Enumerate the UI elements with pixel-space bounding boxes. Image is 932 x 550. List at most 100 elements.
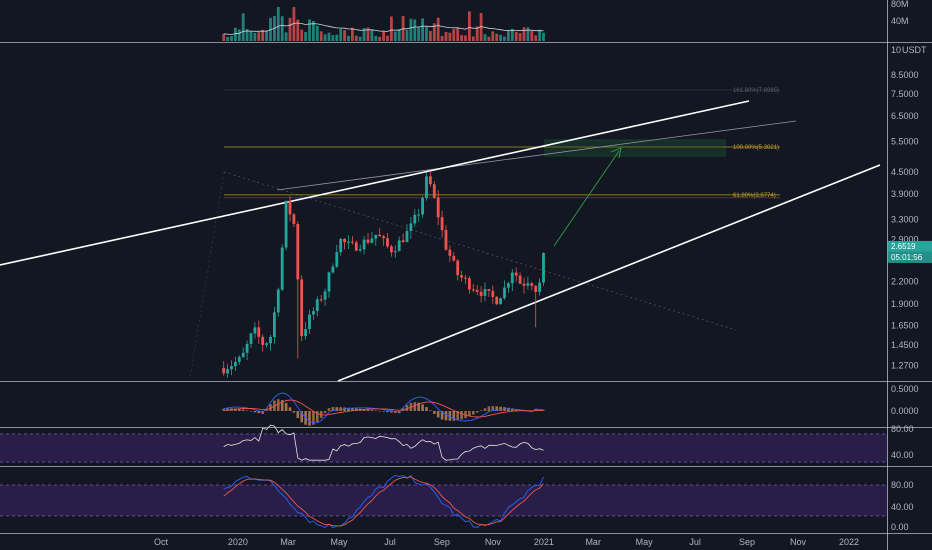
volume-bar [335, 34, 339, 41]
candle-body [276, 289, 280, 313]
volume-bar [280, 16, 284, 41]
candle-body [350, 241, 354, 243]
macd-histogram-bar [335, 407, 339, 411]
macd-histogram-bar [487, 406, 491, 411]
macd-histogram-bar [429, 410, 432, 411]
price-tick-label: 1.2700 [891, 361, 919, 371]
macd-histogram-bar [249, 411, 253, 412]
price-tick-label: 3.9000 [891, 189, 919, 199]
candle-body [526, 283, 530, 286]
volume-bar [327, 32, 331, 41]
macd-histogram-bar [366, 409, 370, 411]
candle-body [335, 252, 339, 267]
macd-histogram-bar [378, 411, 381, 412]
macd-histogram-bar [417, 402, 420, 411]
candle-body [467, 278, 471, 290]
last-price-badge [888, 240, 932, 252]
volume-bar [495, 33, 499, 41]
volume-bar [522, 27, 526, 41]
candle-body [448, 249, 452, 256]
macd-pane [222, 392, 545, 426]
projection-arrow-head [610, 147, 622, 159]
macd-histogram-bar [452, 411, 456, 421]
macd-histogram-bar [495, 406, 498, 411]
volume-bar [456, 27, 460, 41]
macd-histogram-bar [390, 411, 393, 413]
volume-bar [444, 31, 448, 41]
macd-histogram-bar [327, 408, 331, 411]
candle-body [370, 238, 374, 243]
volume-bar [308, 19, 311, 41]
candle-body [440, 217, 444, 231]
last-price-badges: 2.6519 05:01:56 [888, 240, 932, 263]
candle-body [354, 242, 358, 251]
volume-bar [514, 31, 518, 41]
candle-body [409, 223, 413, 231]
volume-bar [538, 29, 541, 41]
price-tick-label: 10 [891, 45, 901, 55]
volume-bar [506, 30, 510, 41]
candle-body [319, 299, 323, 301]
macd-signal-line [223, 399, 544, 418]
candle-body [296, 223, 300, 280]
candle-body [249, 333, 253, 344]
price-tick-label: 1.6500 [891, 320, 919, 330]
candle-body [241, 352, 245, 358]
candle-body [421, 197, 424, 215]
volume-bar [393, 31, 397, 41]
volume-bar [233, 27, 237, 41]
volume-bar [467, 11, 471, 41]
macd-histogram-bar [331, 407, 335, 411]
fib-level-label: 100.00%(5.3021) [733, 145, 779, 151]
macd-histogram-bar [273, 400, 276, 411]
projection-arrow-line [553, 150, 620, 247]
candle-body [230, 366, 233, 370]
time-tick-label: Jul [689, 537, 701, 547]
volume-bar [374, 35, 378, 41]
time-tick-label: 2020 [228, 537, 248, 547]
macd-histogram-bar [405, 405, 409, 411]
macd-histogram-bar [514, 409, 518, 411]
candle-body [428, 176, 432, 185]
volume-bar [331, 35, 335, 41]
candle-body [272, 312, 276, 337]
candle-body [452, 255, 456, 261]
time-axis: Oct 2020 Mar May Jul Sep Nov 2021 Mar May Jul Sep No… [154, 537, 859, 547]
stoch-tick-label: 0.00 [891, 522, 909, 532]
volume-bar [350, 27, 354, 41]
time-tick-label: 2022 [839, 537, 859, 547]
macd-histogram-bar [296, 411, 300, 419]
candle-body [483, 289, 487, 296]
dotted-projection-line [223, 171, 737, 331]
volume-bar [405, 29, 409, 41]
candle-body [284, 200, 288, 248]
candle-body [386, 238, 389, 247]
volume-bar [386, 35, 389, 41]
candle-body [413, 214, 417, 224]
volume-bar [542, 32, 545, 41]
volume-bar [253, 32, 257, 41]
macd-histogram-bar [300, 411, 303, 423]
macd-histogram-bar [499, 406, 502, 411]
candle-body [464, 277, 467, 279]
macd-histogram-bar [284, 402, 288, 411]
volume-bar [319, 31, 323, 41]
candle-body [522, 283, 526, 286]
volume-bar [397, 29, 401, 41]
macd-histogram-bar [245, 410, 249, 411]
candle-body [487, 289, 491, 291]
macd-histogram-bar [471, 411, 475, 415]
volume-bar [249, 31, 253, 41]
fib-level-label: 161.80%(7.6985) [733, 88, 779, 94]
candle-body [222, 367, 226, 374]
candle-body [323, 291, 327, 300]
candle-body [471, 289, 475, 291]
time-tick-label: Nov [485, 537, 502, 547]
volume-bar [370, 30, 374, 41]
volume-bar [354, 35, 358, 41]
volume-bar [347, 35, 350, 41]
candle-body [233, 361, 237, 367]
last-price-label: 2.6519 [891, 242, 916, 251]
macd-histogram-bar [323, 411, 327, 414]
